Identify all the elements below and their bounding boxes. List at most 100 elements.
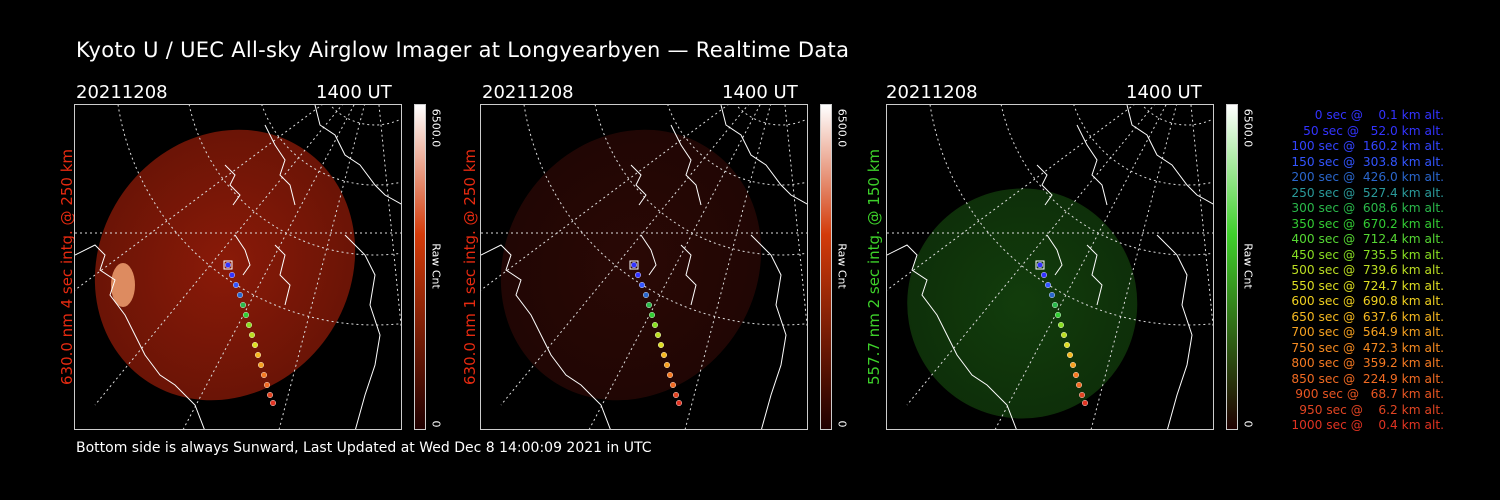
trajectory-point <box>657 341 664 348</box>
trajectory-point <box>257 362 264 369</box>
trajectory-point <box>254 351 261 358</box>
legend-item: 350 sec @ 670.2 km alt. <box>1291 216 1444 231</box>
airglow-sky-disk <box>94 129 356 401</box>
launch-site-marker <box>223 260 233 270</box>
trajectory-point <box>638 281 645 288</box>
trajectory-point <box>1066 351 1073 358</box>
page-title: Kyoto U / UEC All-sky Airglow Imager at … <box>76 38 850 62</box>
trajectory-point <box>648 311 655 318</box>
trajectory-point <box>1040 271 1047 278</box>
panel-2-colorbar-unit: Raw Cnt <box>835 243 849 289</box>
legend-item: 700 sec @ 564.9 km alt. <box>1291 325 1444 339</box>
trajectory-point <box>642 291 649 298</box>
panel-3-allsky-image <box>886 104 1214 430</box>
launch-site-marker <box>629 260 639 270</box>
panel-2-time: 1400 UT <box>722 82 798 103</box>
legend-item: 1000 sec @ 0.4 km alt. <box>1291 418 1444 432</box>
rocket-trajectory <box>223 260 276 407</box>
trajectory-point <box>1036 261 1043 268</box>
trajectory-point <box>654 331 661 338</box>
trajectory-point <box>236 291 243 298</box>
legend-item: 850 sec @ 224.9 km alt. <box>1291 371 1444 386</box>
trajectory-point <box>239 301 246 308</box>
legend-item: 50 sec @ 52.0 km alt. <box>1303 123 1444 138</box>
legend-item: 250 sec @ 527.4 km alt. <box>1291 185 1444 200</box>
trajectory-point <box>1069 362 1076 369</box>
trajectory-point <box>228 271 235 278</box>
trajectory-point <box>1051 301 1058 308</box>
trajectory-point <box>630 261 637 268</box>
legend-item: 550 sec @ 724.7 km alt. <box>1291 278 1444 293</box>
trajectory-point <box>248 331 255 338</box>
coastline <box>75 105 401 429</box>
trajectory-point <box>263 382 270 389</box>
trajectory-point <box>245 321 252 328</box>
legend-item: 300 sec @ 608.6 km alt. <box>1291 201 1444 215</box>
airglow-sky-disk <box>907 188 1138 419</box>
panel-1-colorbar-unit: Raw Cnt <box>429 243 443 289</box>
legend-item: 900 sec @ 68.7 km alt. <box>1295 387 1444 401</box>
aurora-patch <box>111 263 135 307</box>
coastline <box>481 105 807 429</box>
legend-item: 100 sec @ 160.2 km alt. <box>1291 139 1444 153</box>
legend-item: 500 sec @ 739.6 km alt. <box>1291 263 1444 277</box>
trajectory-point <box>1060 331 1067 338</box>
legend-item: 150 sec @ 303.8 km alt. <box>1291 154 1444 169</box>
legend-item: 750 sec @ 472.3 km alt. <box>1291 340 1444 355</box>
panel-3-colorbar <box>1226 104 1238 430</box>
legend-item: 950 sec @ 6.2 km alt. <box>1299 402 1444 417</box>
trajectory-point <box>1072 372 1079 379</box>
trajectory-point <box>224 261 231 268</box>
legend-item: 450 sec @ 735.5 km alt. <box>1291 247 1444 262</box>
trajectory-point <box>1063 341 1070 348</box>
trajectory-point <box>266 392 273 399</box>
legend-item: 200 sec @ 426.0 km alt. <box>1291 170 1444 184</box>
panel-3-colorbar-unit: Raw Cnt <box>1241 243 1255 289</box>
panel-1-date: 20211208 <box>76 82 168 103</box>
panel-2-date: 20211208 <box>482 82 574 103</box>
panel-1-colorbar-min: 0 <box>429 420 443 428</box>
panel-2-allsky-image <box>480 104 808 430</box>
airglow-sky-disk <box>500 129 762 401</box>
panel-3-wavelength-label: 557.7 nm 2 sec intg. @ 150 km <box>865 148 883 386</box>
launch-site-marker <box>1035 260 1045 270</box>
panel-2-colorbar-min: 0 <box>835 420 849 428</box>
panel-3-colorbar-min: 0 <box>1241 420 1255 428</box>
trajectory-point <box>260 372 267 379</box>
allsky-map <box>887 105 1213 429</box>
trajectory-point <box>675 400 682 407</box>
legend-item: 0 sec @ 0.1 km alt. <box>1314 108 1444 122</box>
trajectory-point <box>660 351 667 358</box>
legend-item: 800 sec @ 359.2 km alt. <box>1291 356 1444 370</box>
trajectory-point <box>242 311 249 318</box>
trajectory-point <box>1057 321 1064 328</box>
trajectory-point <box>1048 291 1055 298</box>
panel-1-colorbar <box>414 104 426 430</box>
rocket-trajectory <box>1035 260 1088 407</box>
coastline <box>887 105 1213 429</box>
trajectory-point <box>651 321 658 328</box>
panel-2-colorbar <box>820 104 832 430</box>
rocket-trajectory <box>629 260 682 407</box>
trajectory-point <box>1044 281 1051 288</box>
trajectory-point <box>669 382 676 389</box>
trajectory-point <box>1081 400 1088 407</box>
legend-item: 400 sec @ 712.4 km alt. <box>1291 232 1444 246</box>
panel-3-date: 20211208 <box>886 82 978 103</box>
trajectory-point <box>645 301 652 308</box>
trajectory-point <box>1078 392 1085 399</box>
legend-item: 600 sec @ 690.8 km alt. <box>1291 294 1444 308</box>
trajectory-point <box>666 372 673 379</box>
panel-2-wavelength-label: 630.0 nm 1 sec intg. @ 250 km <box>461 148 479 386</box>
last-updated-footer: Bottom side is always Sunward, Last Upda… <box>76 440 652 456</box>
trajectory-point <box>672 392 679 399</box>
trajectory-point <box>232 281 239 288</box>
allsky-map <box>481 105 807 429</box>
trajectory-legend: 0 sec @ 0.1 km alt. 50 sec @ 52.0 km alt.… <box>1262 108 1444 434</box>
trajectory-point <box>634 271 641 278</box>
panel-2-colorbar-max: 6500.0 <box>835 108 849 148</box>
panel-3-colorbar-max: 6500.0 <box>1241 108 1255 148</box>
panel-1-colorbar-max: 6500.0 <box>429 108 443 148</box>
panel-1-time: 1400 UT <box>316 82 392 103</box>
panel-1-allsky-image <box>74 104 402 430</box>
